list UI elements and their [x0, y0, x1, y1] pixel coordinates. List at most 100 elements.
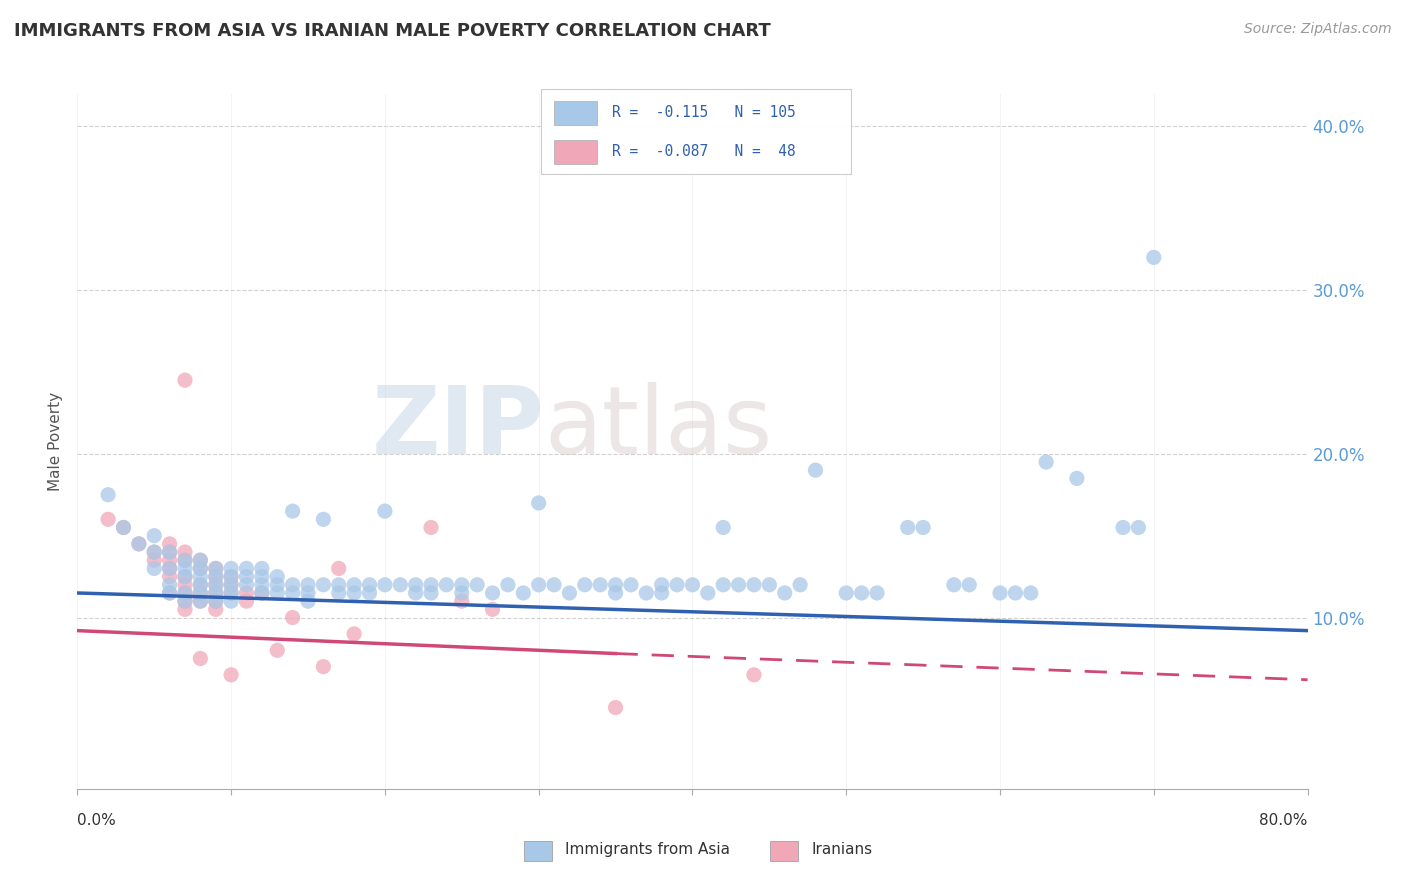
Point	[159, 545, 181, 559]
Text: 80.0%: 80.0%	[1260, 814, 1308, 828]
Point	[219, 586, 242, 600]
Point	[174, 569, 197, 583]
Point	[188, 578, 212, 592]
Point	[188, 553, 212, 567]
Point	[343, 586, 366, 600]
Point	[266, 586, 288, 600]
Text: Iranians: Iranians	[811, 842, 872, 856]
Point	[789, 578, 811, 592]
Point	[219, 569, 242, 583]
Point	[174, 586, 197, 600]
Point	[174, 569, 197, 583]
Point	[465, 578, 488, 592]
Point	[281, 504, 304, 518]
Text: IMMIGRANTS FROM ASIA VS IRANIAN MALE POVERTY CORRELATION CHART: IMMIGRANTS FROM ASIA VS IRANIAN MALE POV…	[14, 22, 770, 40]
Point	[851, 586, 873, 600]
Point	[219, 578, 242, 592]
Point	[266, 569, 288, 583]
Point	[266, 578, 288, 592]
Point	[204, 586, 226, 600]
Point	[605, 700, 627, 714]
Point	[143, 545, 166, 559]
Point	[651, 578, 673, 592]
Text: R =  -0.115   N = 105: R = -0.115 N = 105	[613, 105, 796, 120]
Point	[250, 586, 273, 600]
Point	[188, 569, 212, 583]
Point	[250, 569, 273, 583]
Point	[174, 545, 197, 559]
Point	[359, 586, 381, 600]
Point	[219, 561, 242, 575]
Point	[204, 569, 226, 583]
Point	[835, 586, 858, 600]
Point	[143, 545, 166, 559]
Point	[328, 586, 350, 600]
Point	[204, 586, 226, 600]
Point	[219, 668, 242, 682]
Point	[328, 578, 350, 592]
Point	[312, 512, 335, 526]
Point	[436, 578, 458, 592]
Text: R =  -0.087   N =  48: R = -0.087 N = 48	[613, 145, 796, 160]
Point	[204, 602, 226, 616]
Point	[942, 578, 965, 592]
Point	[250, 578, 273, 592]
Point	[420, 520, 443, 534]
Y-axis label: Male Poverty: Male Poverty	[48, 392, 63, 491]
Point	[527, 578, 550, 592]
Point	[957, 578, 980, 592]
Point	[174, 586, 197, 600]
Text: ZIP: ZIP	[373, 382, 546, 474]
Point	[312, 659, 335, 673]
Point	[174, 602, 197, 616]
Text: 0.0%: 0.0%	[77, 814, 117, 828]
Point	[1004, 586, 1026, 600]
Point	[620, 578, 643, 592]
Point	[543, 578, 565, 592]
Text: Immigrants from Asia: Immigrants from Asia	[565, 842, 730, 856]
Point	[204, 594, 226, 608]
Bar	[554, 101, 598, 125]
Point	[128, 537, 150, 551]
Point	[174, 553, 197, 567]
Point	[235, 578, 257, 592]
Point	[359, 578, 381, 592]
Point	[159, 586, 181, 600]
Point	[188, 553, 212, 567]
Point	[912, 520, 935, 534]
Point	[328, 561, 350, 575]
Point	[450, 594, 472, 608]
Point	[204, 578, 226, 592]
Point	[804, 463, 827, 477]
Text: Source: ZipAtlas.com: Source: ZipAtlas.com	[1244, 22, 1392, 37]
Point	[666, 578, 689, 592]
Point	[250, 561, 273, 575]
Point	[159, 561, 181, 575]
Point	[174, 553, 197, 567]
Point	[219, 586, 242, 600]
Point	[312, 578, 335, 592]
Point	[727, 578, 749, 592]
Point	[758, 578, 780, 592]
Point	[159, 545, 181, 559]
Point	[188, 578, 212, 592]
Point	[773, 586, 796, 600]
Point	[143, 561, 166, 575]
Point	[188, 594, 212, 608]
Point	[250, 586, 273, 600]
Point	[266, 643, 288, 657]
Point	[405, 578, 427, 592]
Point	[297, 586, 319, 600]
Point	[174, 373, 197, 387]
Point	[219, 594, 242, 608]
Point	[204, 594, 226, 608]
Point	[1066, 471, 1088, 485]
Point	[558, 586, 581, 600]
Point	[188, 651, 212, 665]
Point	[897, 520, 920, 534]
Point	[188, 594, 212, 608]
Point	[112, 520, 135, 534]
Point	[343, 627, 366, 641]
Point	[281, 610, 304, 624]
Point	[420, 586, 443, 600]
